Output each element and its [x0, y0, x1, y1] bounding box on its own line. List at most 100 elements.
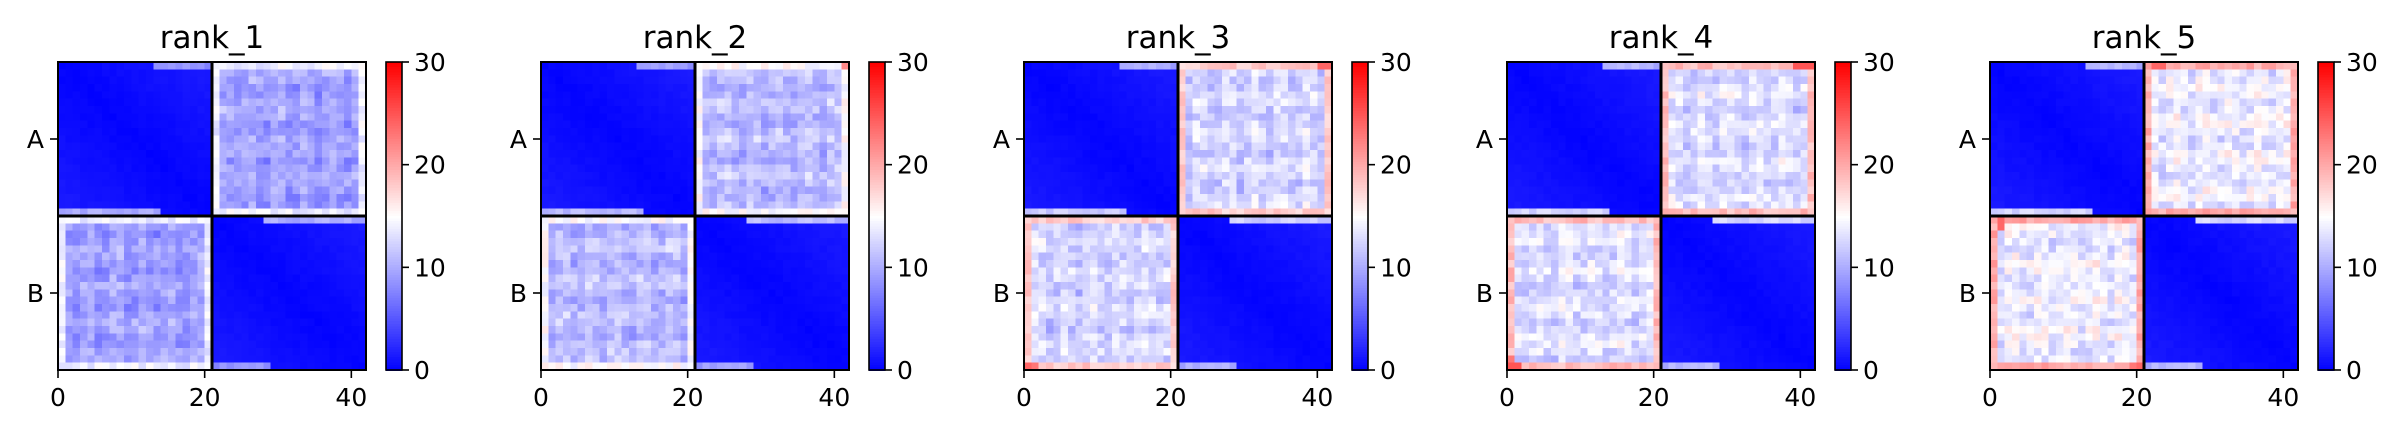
heatmap-cell: [293, 297, 301, 305]
heatmap-cell: [219, 106, 227, 114]
heatmap-cell: [607, 304, 615, 312]
heatmap-cell: [1200, 69, 1208, 77]
heatmap-cell: [146, 238, 154, 246]
heatmap-cell: [315, 69, 323, 77]
heatmap-cell: [1105, 165, 1113, 173]
heatmap-cell: [65, 84, 73, 92]
heatmap-cell: [622, 113, 630, 121]
heatmap-cell: [1127, 172, 1135, 180]
heatmap-cell: [146, 319, 154, 327]
heatmap-cell: [1119, 99, 1127, 107]
heatmap-cell: [190, 91, 198, 99]
heatmap-cell: [234, 333, 242, 341]
heatmap-cell: [1200, 62, 1208, 70]
heatmap-cell: [183, 297, 191, 305]
heatmap-cell: [73, 311, 81, 319]
heatmap-cell: [629, 341, 637, 349]
heatmap-cell: [754, 69, 762, 77]
heatmap-cell: [183, 319, 191, 327]
heatmap-cell: [234, 341, 242, 349]
heatmap-cell: [1303, 150, 1311, 158]
heatmap-cell: [168, 84, 176, 92]
heatmap-cell: [541, 311, 549, 319]
heatmap-cell: [746, 238, 754, 246]
heatmap-cell: [1061, 128, 1069, 136]
heatmap-cell: [219, 289, 227, 297]
heatmap-cell: [109, 282, 117, 290]
heatmap-cell: [87, 84, 95, 92]
heatmap-cell: [607, 172, 615, 180]
heatmap-cell: [754, 355, 762, 363]
heatmap-cell: [548, 201, 556, 209]
heatmap-cell: [322, 187, 330, 195]
heatmap-cell: [636, 187, 644, 195]
heatmap-cell: [1156, 128, 1164, 136]
heatmap-cell: [175, 77, 183, 85]
heatmap-cell: [798, 165, 806, 173]
heatmap-cell: [87, 333, 95, 341]
heatmap-cell: [329, 194, 337, 202]
heatmap-cell: [1207, 84, 1215, 92]
heatmap-cell: [548, 150, 556, 158]
heatmap-cell: [746, 311, 754, 319]
heatmap-cell: [1141, 245, 1149, 253]
heatmap-cell: [146, 201, 154, 209]
heatmap-cell: [1149, 84, 1157, 92]
heatmap-cell: [146, 121, 154, 129]
heatmap-cell: [658, 172, 666, 180]
heatmap-cell: [109, 69, 117, 77]
heatmap-cell: [1259, 187, 1267, 195]
heatmap-cell: [65, 275, 73, 283]
heatmap-cell: [607, 289, 615, 297]
heatmap-cell: [322, 319, 330, 327]
heatmap-cell: [315, 289, 323, 297]
heatmap-cell: [732, 62, 740, 70]
heatmap-cell: [131, 289, 139, 297]
heatmap-cell: [175, 150, 183, 158]
heatmap-cell: [1229, 143, 1237, 151]
heatmap-cell: [300, 84, 308, 92]
heatmap-cell: [80, 319, 88, 327]
heatmap-cell: [746, 135, 754, 143]
heatmap-cell: [183, 187, 191, 195]
heatmap-cell: [58, 77, 66, 85]
heatmap-cell: [58, 297, 66, 305]
heatmap-cell: [768, 77, 776, 85]
heatmap-cell: [146, 260, 154, 268]
heatmap-cell: [109, 84, 117, 92]
heatmap-cell: [241, 91, 249, 99]
heatmap-cell: [344, 106, 352, 114]
heatmap-cell: [337, 231, 345, 239]
heatmap-cell: [190, 253, 198, 261]
heatmap-cell: [1090, 253, 1098, 261]
heatmap-cell: [1244, 143, 1252, 151]
heatmap-cell: [1083, 238, 1091, 246]
heatmap-cell: [1046, 179, 1054, 187]
heatmap-cell: [783, 304, 791, 312]
heatmap-cell: [1281, 165, 1289, 173]
heatmap-cell: [1127, 194, 1135, 202]
heatmap-cell: [117, 91, 125, 99]
heatmap-cell: [578, 253, 586, 261]
heatmap-cell: [271, 223, 279, 231]
heatmap-cell: [124, 275, 132, 283]
heatmap-cell: [1075, 113, 1083, 121]
heatmap-cell: [351, 99, 359, 107]
heatmap-cell: [139, 304, 147, 312]
heatmap-cell: [263, 106, 271, 114]
heatmap-cell: [578, 187, 586, 195]
heatmap-cell: [1149, 223, 1157, 231]
heatmap-cell: [651, 135, 659, 143]
heatmap-cell: [344, 84, 352, 92]
heatmap-cell: [87, 143, 95, 151]
heatmap-cell: [168, 172, 176, 180]
heatmap-cell: [1075, 238, 1083, 246]
heatmap-cell: [1134, 69, 1142, 77]
heatmap-cell: [1266, 143, 1274, 151]
heatmap-cell: [234, 348, 242, 356]
heatmap-cell: [724, 267, 732, 275]
heatmap-cell: [1053, 194, 1061, 202]
heatmap-cell: [739, 333, 747, 341]
heatmap-cell: [1112, 172, 1120, 180]
heatmap-cell: [117, 245, 125, 253]
